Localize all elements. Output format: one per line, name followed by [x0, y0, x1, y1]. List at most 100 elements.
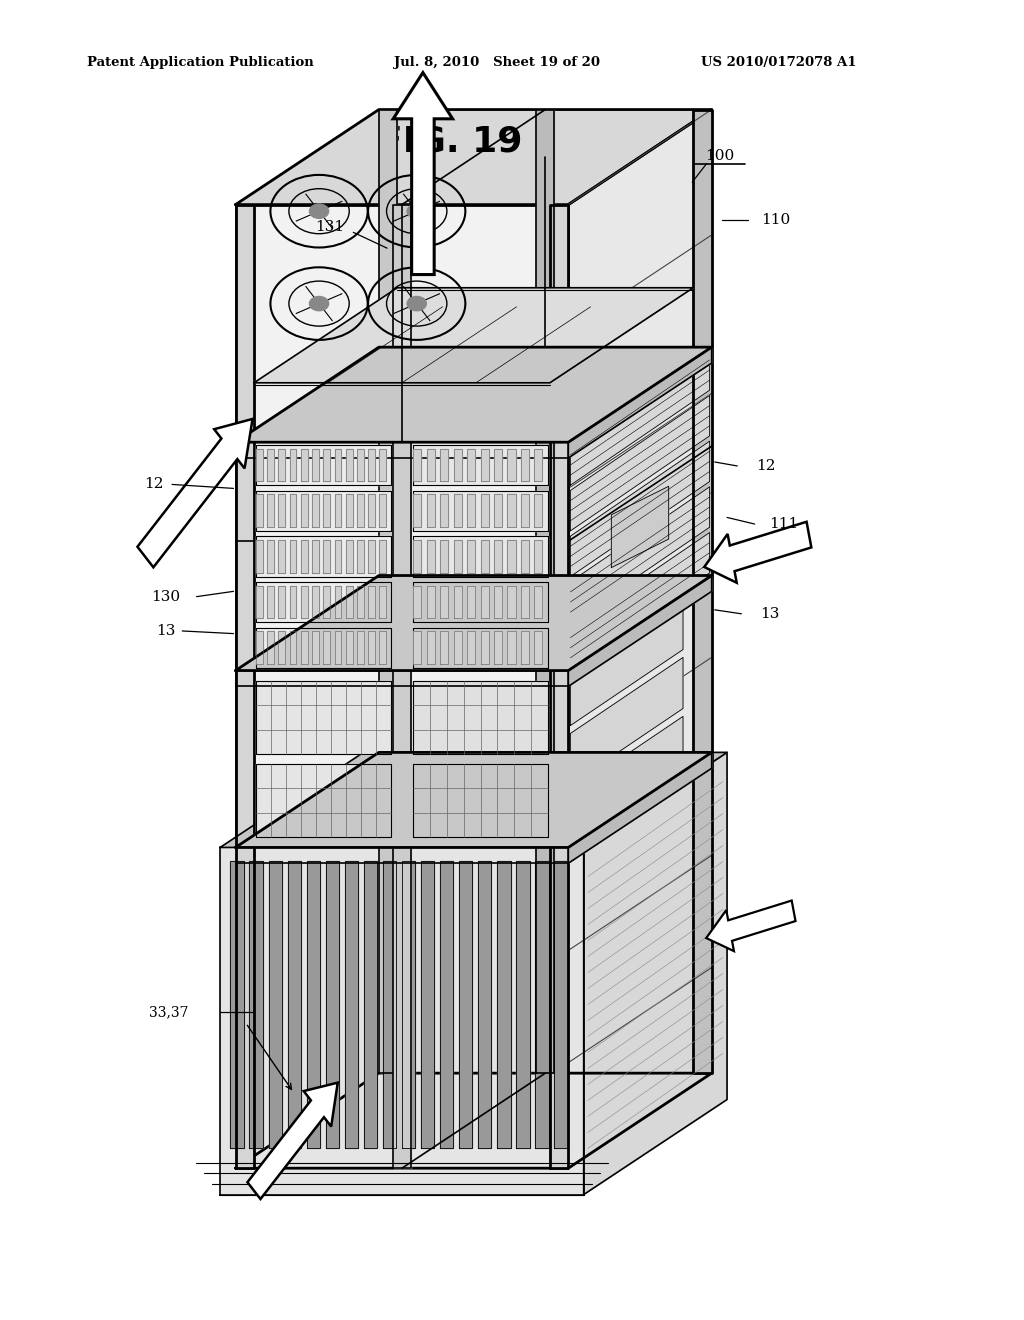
Polygon shape — [369, 449, 375, 482]
Polygon shape — [312, 631, 318, 664]
Polygon shape — [494, 631, 502, 664]
Polygon shape — [230, 861, 244, 1148]
Polygon shape — [335, 449, 341, 482]
Polygon shape — [480, 495, 488, 527]
Polygon shape — [312, 449, 318, 482]
Polygon shape — [414, 445, 548, 486]
Polygon shape — [536, 861, 549, 1148]
Polygon shape — [440, 449, 449, 482]
Polygon shape — [301, 631, 307, 664]
Text: FIG. 19: FIG. 19 — [378, 124, 523, 158]
Polygon shape — [379, 110, 397, 1073]
Polygon shape — [301, 586, 307, 618]
Polygon shape — [554, 861, 567, 1148]
Text: 111: 111 — [769, 517, 798, 531]
Polygon shape — [380, 631, 386, 664]
Polygon shape — [254, 288, 693, 383]
Text: Jul. 8, 2010   Sheet 19 of 20: Jul. 8, 2010 Sheet 19 of 20 — [394, 55, 600, 69]
Polygon shape — [312, 586, 318, 618]
Polygon shape — [427, 495, 435, 527]
Polygon shape — [345, 861, 358, 1148]
Polygon shape — [220, 847, 584, 1195]
Polygon shape — [459, 861, 472, 1148]
Polygon shape — [256, 540, 263, 573]
Polygon shape — [301, 495, 307, 527]
Polygon shape — [346, 631, 352, 664]
Polygon shape — [290, 449, 296, 482]
Polygon shape — [414, 582, 548, 622]
Polygon shape — [335, 586, 341, 618]
Text: 130: 130 — [152, 590, 180, 603]
Text: 13: 13 — [157, 624, 175, 638]
Polygon shape — [508, 540, 515, 573]
Polygon shape — [301, 449, 307, 482]
Text: US 2010/0172078 A1: US 2010/0172078 A1 — [701, 55, 857, 69]
Polygon shape — [279, 495, 285, 527]
Polygon shape — [480, 586, 488, 618]
Polygon shape — [427, 449, 435, 482]
Polygon shape — [414, 681, 548, 754]
Polygon shape — [369, 631, 375, 664]
Polygon shape — [427, 540, 435, 573]
Polygon shape — [508, 631, 515, 664]
Polygon shape — [267, 540, 274, 573]
Polygon shape — [414, 495, 421, 527]
Polygon shape — [570, 717, 683, 843]
Polygon shape — [454, 586, 462, 618]
Polygon shape — [521, 586, 529, 618]
Polygon shape — [357, 586, 364, 618]
Polygon shape — [346, 586, 352, 618]
Polygon shape — [267, 449, 274, 482]
Polygon shape — [279, 586, 285, 618]
Polygon shape — [236, 1073, 712, 1168]
Polygon shape — [584, 752, 727, 1195]
Polygon shape — [279, 540, 285, 573]
Polygon shape — [467, 449, 475, 482]
Polygon shape — [364, 861, 377, 1148]
Polygon shape — [290, 586, 296, 618]
Polygon shape — [508, 586, 515, 618]
Polygon shape — [467, 540, 475, 573]
Polygon shape — [440, 540, 449, 573]
Polygon shape — [480, 540, 488, 573]
Polygon shape — [516, 861, 529, 1148]
Polygon shape — [357, 631, 364, 664]
Polygon shape — [256, 449, 263, 482]
Polygon shape — [414, 540, 421, 573]
Polygon shape — [326, 861, 339, 1148]
Text: 13: 13 — [761, 607, 779, 620]
Polygon shape — [290, 631, 296, 664]
Polygon shape — [440, 586, 449, 618]
Polygon shape — [414, 536, 548, 577]
Polygon shape — [324, 540, 330, 573]
Polygon shape — [393, 205, 412, 1168]
Polygon shape — [369, 495, 375, 527]
Polygon shape — [535, 449, 543, 482]
Polygon shape — [570, 396, 710, 531]
Polygon shape — [324, 449, 330, 482]
Polygon shape — [494, 586, 502, 618]
Ellipse shape — [407, 297, 426, 312]
Polygon shape — [290, 540, 296, 573]
Polygon shape — [220, 752, 727, 847]
Polygon shape — [346, 540, 352, 573]
Polygon shape — [290, 495, 296, 527]
Polygon shape — [467, 495, 475, 527]
Polygon shape — [380, 449, 386, 482]
Text: 33,37: 33,37 — [150, 1006, 188, 1019]
Polygon shape — [568, 576, 712, 686]
Polygon shape — [440, 495, 449, 527]
Polygon shape — [380, 495, 386, 527]
Text: 12: 12 — [143, 478, 164, 491]
Polygon shape — [427, 631, 435, 664]
Polygon shape — [494, 540, 502, 573]
Polygon shape — [693, 110, 712, 1073]
Polygon shape — [256, 631, 263, 664]
Polygon shape — [335, 631, 341, 664]
Polygon shape — [414, 631, 421, 664]
Polygon shape — [570, 657, 683, 784]
Polygon shape — [256, 495, 263, 527]
Polygon shape — [335, 495, 341, 527]
Polygon shape — [312, 540, 318, 573]
Polygon shape — [279, 631, 285, 664]
